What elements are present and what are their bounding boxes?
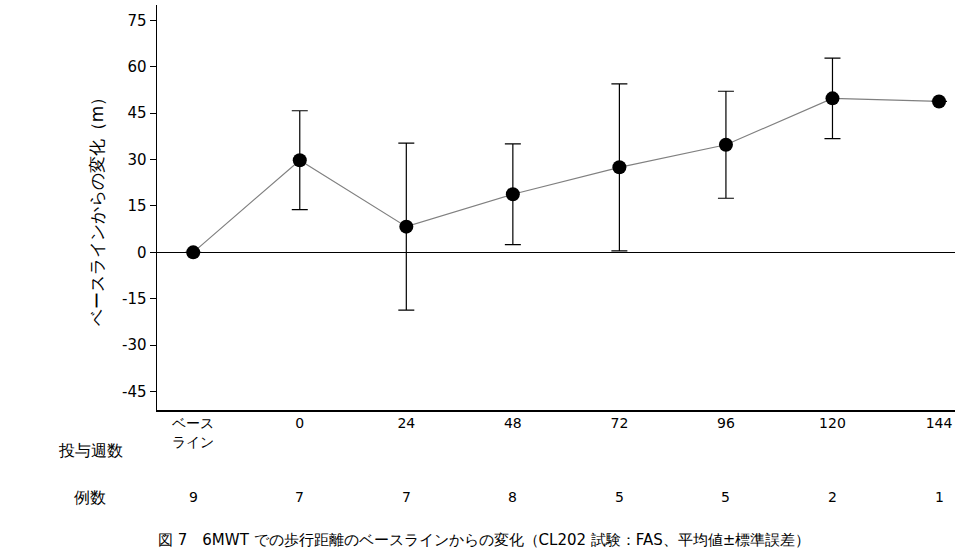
svg-text:7: 7 — [295, 489, 304, 505]
svg-text:144: 144 — [926, 415, 953, 431]
svg-text:60: 60 — [127, 58, 146, 76]
svg-text:ベースラインからの変化（m）: ベースラインからの変化（m） — [87, 89, 107, 327]
svg-text:72: 72 — [610, 415, 628, 431]
svg-text:30: 30 — [127, 151, 146, 169]
svg-text:ベースライン: ベースライン — [172, 415, 214, 449]
svg-text:7: 7 — [402, 489, 411, 505]
svg-text:例数: 例数 — [74, 488, 106, 507]
svg-text:-15: -15 — [122, 290, 147, 308]
svg-text:0: 0 — [137, 244, 147, 262]
svg-text:48: 48 — [504, 415, 522, 431]
svg-text:5: 5 — [721, 489, 730, 505]
svg-text:8: 8 — [508, 489, 517, 505]
svg-text:投与週数: 投与週数 — [58, 441, 123, 460]
svg-text:96: 96 — [717, 415, 735, 431]
svg-text:24: 24 — [397, 415, 415, 431]
svg-text:図 7 6MWT での歩行距離のベースラインからの変化（CL: 図 7 6MWT での歩行距離のベースラインからの変化（CL202 試験：FAS… — [158, 531, 810, 549]
svg-text:1: 1 — [935, 489, 944, 505]
svg-text:75: 75 — [127, 12, 146, 30]
svg-text:2: 2 — [828, 489, 837, 505]
svg-text:45: 45 — [127, 104, 146, 122]
svg-text:-30: -30 — [122, 336, 147, 354]
svg-text:9: 9 — [189, 489, 198, 505]
svg-text:15: 15 — [127, 197, 146, 215]
svg-text:0: 0 — [295, 415, 304, 431]
svg-text:5: 5 — [615, 489, 624, 505]
svg-text:120: 120 — [819, 415, 846, 431]
svg-text:-45: -45 — [122, 383, 147, 401]
